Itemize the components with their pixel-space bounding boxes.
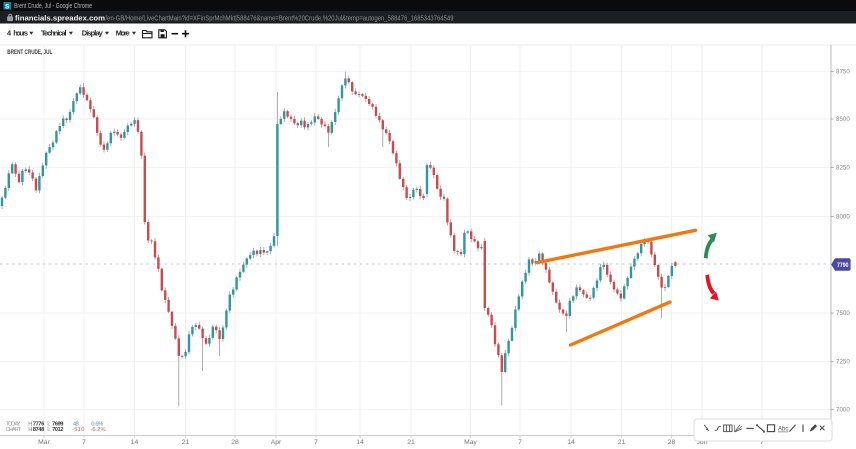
svg-text:7000: 7000: [836, 407, 850, 414]
svg-text:7500: 7500: [836, 310, 850, 317]
svg-text:-510: -510: [72, 427, 84, 433]
svg-text:Mar: Mar: [38, 439, 50, 446]
svg-text:7: 7: [314, 439, 318, 446]
svg-text:48: 48: [73, 421, 79, 427]
svg-text:8750: 8750: [836, 69, 850, 76]
svg-text:4: 4: [7, 28, 12, 37]
svg-text:0.6%: 0.6%: [91, 421, 103, 427]
svg-text:7: 7: [760, 439, 764, 446]
svg-text:L:: L:: [47, 427, 51, 433]
svg-text:CHART:: CHART:: [6, 427, 22, 433]
svg-text:S: S: [5, 3, 10, 10]
svg-text:Brent Crude, Jul - Google Chro: Brent Crude, Jul - Google Chrome: [14, 1, 92, 10]
svg-text:28: 28: [231, 439, 239, 446]
svg-text:-6.2%: -6.2%: [91, 427, 106, 433]
svg-text:BRENT CRUDE, JUL: BRENT CRUDE, JUL: [7, 49, 52, 56]
svg-text:hours: hours: [13, 28, 28, 37]
svg-text:21: 21: [182, 439, 190, 446]
svg-text:H:: H:: [28, 421, 32, 427]
svg-text:7012: 7012: [52, 427, 64, 433]
svg-text:7: 7: [82, 439, 86, 446]
svg-text:Apr: Apr: [271, 439, 282, 446]
svg-text:Display: Display: [82, 28, 104, 37]
svg-text:14: 14: [356, 439, 364, 446]
svg-text:21: 21: [618, 439, 626, 446]
svg-text:8250: 8250: [836, 165, 850, 172]
svg-text:8748: 8748: [33, 427, 45, 433]
svg-text:14: 14: [567, 439, 575, 446]
svg-text:H:: H:: [28, 427, 32, 433]
svg-text:More: More: [116, 28, 130, 37]
svg-text:L:: L:: [47, 421, 51, 427]
svg-text:financials.spreadex.com: financials.spreadex.com: [15, 14, 106, 23]
svg-text:Jun: Jun: [697, 439, 708, 446]
svg-text:7776: 7776: [33, 421, 45, 427]
svg-text:28: 28: [668, 439, 676, 446]
svg-text:14: 14: [131, 439, 139, 446]
svg-text:7250: 7250: [836, 359, 850, 366]
svg-text:7699: 7699: [52, 421, 64, 427]
svg-text:TODAY:: TODAY:: [6, 421, 21, 427]
svg-text:8000: 8000: [836, 214, 850, 221]
svg-text:May: May: [464, 439, 477, 446]
svg-text:7790: 7790: [837, 262, 849, 269]
svg-text:Technical: Technical: [41, 28, 67, 37]
svg-text:Abc: Abc: [778, 427, 788, 433]
svg-text:/en-GB/Home/LiveChartMain?id=X: /en-GB/Home/LiveChartMain?id=XFinSprMchM…: [106, 14, 454, 23]
svg-text:21: 21: [407, 439, 415, 446]
svg-text:8500: 8500: [836, 116, 850, 123]
svg-text:7: 7: [518, 439, 522, 446]
